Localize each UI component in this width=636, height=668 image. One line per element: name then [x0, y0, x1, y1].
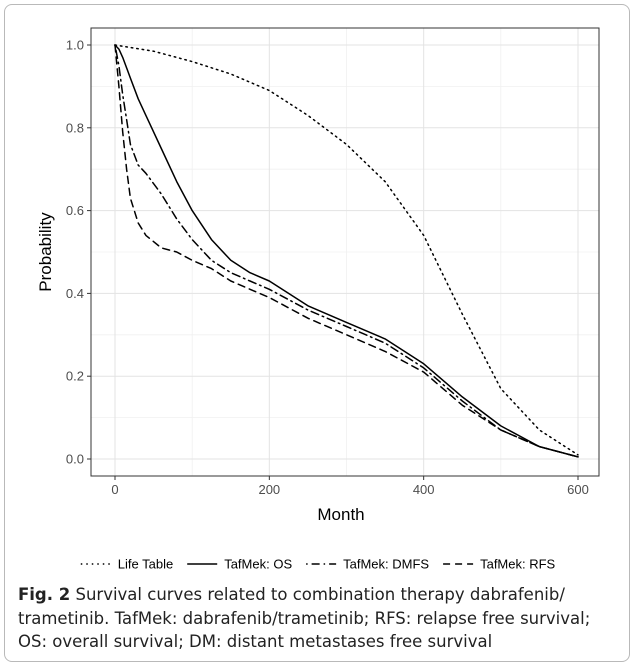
survival-chart: 0 200 400 600 0.0 0.2 0.4 0.6 0.8 1.0 Month Proba…: [36, 27, 600, 572]
y-tick-label: 0.0: [66, 452, 84, 467]
series-line-tafmek-rfs: [114, 44, 579, 458]
series-line-tafmek-os: [114, 44, 579, 458]
legend-label-tafmek-os: TafMek: OS: [224, 557, 292, 572]
legend-label-tafmek-rfs: TafMek: RFS: [480, 557, 555, 572]
y-axis-label: Probability: [36, 212, 55, 292]
y-tick-label: 0.4: [66, 286, 84, 301]
legend-label-tafmek-dmfs: TafMek: DMFS: [343, 557, 429, 572]
legend-label-life-table: Life Table: [118, 557, 173, 572]
axis-ticks: 0 200 400 600 0.0 0.2 0.4 0.6 0.8 1.0: [66, 38, 589, 498]
series-line-tafmek-dmfs: [114, 44, 579, 458]
plot-panel: [90, 27, 600, 477]
series-line-life-table: [114, 44, 579, 456]
y-tick-label: 1.0: [66, 38, 84, 53]
legend: Life Table TafMek: OS TafMek: DMFS TafMek: …: [80, 557, 556, 572]
figure-caption: Fig. 2 Survival curves related to combin…: [18, 583, 618, 654]
caption-label: Fig. 2: [18, 585, 71, 604]
x-tick-label: 400: [413, 482, 435, 497]
figure-frame: [4, 4, 630, 662]
y-tick-label: 0.6: [66, 203, 84, 218]
x-tick-label: 0: [111, 482, 118, 497]
y-tick-label: 0.8: [66, 120, 84, 135]
x-tick-label: 200: [258, 482, 280, 497]
y-tick-label: 0.2: [66, 369, 84, 384]
x-axis-label: Month: [317, 505, 364, 524]
series-lines: [114, 44, 579, 458]
grid: [91, 28, 599, 476]
caption-text: Survival curves related to combination t…: [18, 585, 591, 651]
x-tick-label: 600: [567, 482, 589, 497]
